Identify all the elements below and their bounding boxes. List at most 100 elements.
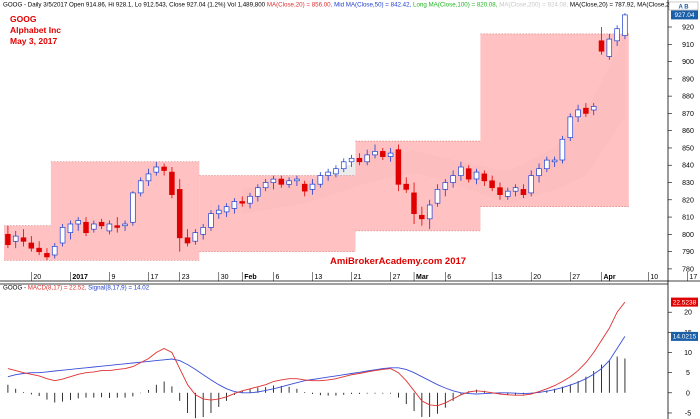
company-annotation: Alphabet Inc <box>10 25 61 35</box>
candle-body <box>169 171 175 195</box>
candle-body <box>44 253 50 258</box>
date-annotation: May 3, 2017 <box>10 36 58 46</box>
candle-body <box>536 168 542 176</box>
price-y-tick-label: 810 <box>682 215 694 222</box>
price-y-tick-label: 920 <box>682 25 694 32</box>
candle-body <box>67 223 74 233</box>
darvas-box <box>4 225 51 261</box>
macd-header-signal: Signal(8,17,9) = 14.02 <box>88 285 150 292</box>
candle-body <box>606 38 613 57</box>
candle-body <box>36 247 42 253</box>
signal-badge-text: 14.0215 <box>673 334 697 341</box>
candle-body <box>419 214 425 220</box>
candle-body <box>83 221 89 234</box>
candle-body <box>239 201 245 204</box>
candle-body <box>130 192 136 223</box>
price-y-tick-label: 850 <box>682 145 694 152</box>
candle-body <box>473 171 480 180</box>
candle-body <box>286 180 292 185</box>
price-y-tick-label: 880 <box>682 94 694 101</box>
signal-line <box>7 336 626 395</box>
candle-body <box>262 182 269 189</box>
macd-badge-text: 22.5238 <box>673 299 697 306</box>
candle-body <box>450 175 456 183</box>
candle-body <box>91 223 97 230</box>
candle-body <box>106 223 113 232</box>
macd-y-tick-label: 5 <box>686 370 690 377</box>
candle-body <box>75 220 81 225</box>
candle-body <box>176 189 183 239</box>
header-part: MA(Close,200) = 924.08, <box>499 2 570 9</box>
x-tick-label: 6 <box>447 274 451 281</box>
ticker-annotation: GOOG <box>10 14 37 24</box>
candle-body <box>434 189 441 204</box>
candle-body <box>395 149 402 185</box>
candle-body <box>528 175 534 194</box>
price-y-tick-label: 910 <box>682 42 694 49</box>
candle-body <box>184 237 191 244</box>
price-y-tick-label: 800 <box>682 232 694 239</box>
candle-body <box>231 201 238 209</box>
x-tick-label: 17 <box>150 274 158 281</box>
candle-body <box>403 183 409 190</box>
candle-body <box>544 159 550 170</box>
x-tick-label: 13 <box>494 274 502 281</box>
candle-body <box>356 157 363 163</box>
header-part: GOOG - Daily 3/5/2017 Open 914.86, Hi 92… <box>3 2 267 9</box>
candle-body <box>325 171 331 176</box>
candle-body <box>590 106 597 111</box>
candle-body <box>122 223 128 227</box>
watermark: AmiBrokerAcademy.com 2017 <box>330 256 466 267</box>
x-tick-label: 21 <box>354 274 362 281</box>
candle-body <box>465 168 472 180</box>
candle-body <box>481 173 488 182</box>
price-y-tick-label: 780 <box>682 266 694 273</box>
candle-body <box>426 204 433 220</box>
candle-body <box>98 221 105 227</box>
candle-body <box>153 166 160 173</box>
macd-y-tick-label: 20 <box>684 310 692 317</box>
amibroker-logo-icon: A B <box>668 1 699 11</box>
candle-body <box>364 154 370 163</box>
x-tick-label: Feb <box>244 274 256 281</box>
candle-body <box>583 107 589 114</box>
candle-body <box>575 109 581 118</box>
candle-body <box>5 233 11 246</box>
x-tick-label: Apr <box>604 274 616 281</box>
macd-y-tick-label: -5 <box>685 410 691 417</box>
darvas-box <box>199 175 356 252</box>
darvas-box <box>355 141 481 231</box>
candle-body <box>114 225 120 228</box>
candle-body <box>505 190 511 197</box>
x-tick-label: Mar <box>416 274 429 281</box>
price-y-tick-label: 900 <box>682 59 694 66</box>
candle-body <box>372 151 378 156</box>
header-part: Long MA(Close,100) = 820.08, <box>413 2 499 9</box>
candle-body <box>340 161 347 170</box>
price-y-tick-label: 790 <box>682 249 694 256</box>
price-y-tick-label: 870 <box>682 111 694 118</box>
x-tick-label: 10 <box>650 274 658 281</box>
candle-body <box>317 175 324 185</box>
candle-body <box>497 187 503 195</box>
macd-y-tick-label: 10 <box>684 350 692 357</box>
candle-body <box>442 182 449 190</box>
x-tick-label: 6 <box>275 274 279 281</box>
candle-body <box>270 178 277 183</box>
candle-body <box>161 166 167 171</box>
x-tick-label: 9 <box>111 274 115 281</box>
candle-body <box>301 183 308 192</box>
candle-body <box>458 166 464 176</box>
price-y-tick-label: 860 <box>682 128 694 135</box>
x-tick-label: 30 <box>221 274 229 281</box>
x-tick-label: 2017 <box>72 274 88 281</box>
candle-body <box>208 213 214 228</box>
candle-body <box>51 246 58 256</box>
candle-body <box>278 178 285 185</box>
price-y-tick-label: 840 <box>682 163 694 170</box>
price-badge: 927.04 <box>671 10 698 20</box>
x-tick-label: 23 <box>182 274 190 281</box>
header-part: MA(Close,20) = 787.92, MA(Close,20 <box>570 2 674 9</box>
x-tick-label: 20 <box>33 274 41 281</box>
